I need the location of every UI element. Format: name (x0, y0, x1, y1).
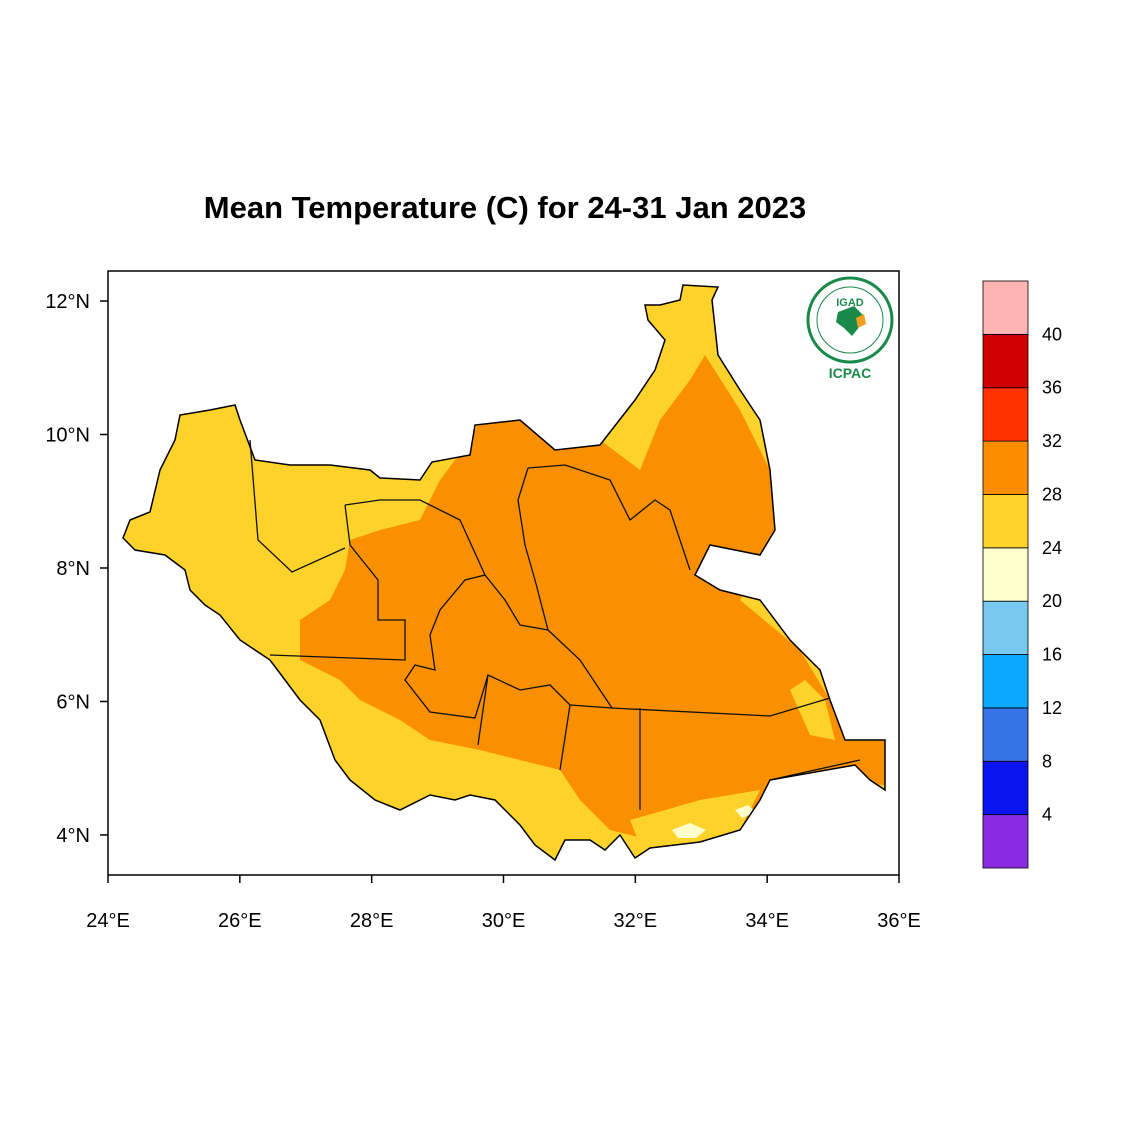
colorbar-label: 24 (1042, 538, 1062, 558)
lon-tick-label: 36°E (877, 910, 921, 932)
colorbar-segment (982, 547, 1029, 602)
colorbar-segment (982, 707, 1029, 762)
colorbar-segment (982, 600, 1029, 655)
lat-tick-label: 6°N (56, 691, 90, 713)
colorbar-label: 40 (1042, 324, 1062, 344)
mild-pocket-east (790, 680, 835, 740)
latitude-ticks: 4°N 6°N 8°N 10°N 12°N (45, 291, 108, 847)
igad-icpac-logo: IGAD ICPAC (806, 276, 894, 381)
cool-patch (672, 823, 706, 838)
lon-tick-label: 34°E (745, 910, 789, 932)
lat-tick-label: 4°N (56, 825, 90, 847)
colorbar-segment (982, 387, 1029, 442)
logo-bottom-text: ICPAC (829, 365, 872, 381)
colorbar-label: 12 (1042, 698, 1062, 718)
colorbar-segment (982, 280, 1029, 335)
lon-tick-label: 28°E (350, 910, 394, 932)
colorbar-segment (982, 654, 1029, 709)
mild-pocket-south (630, 790, 760, 845)
state-boundaries (249, 439, 861, 810)
lon-tick-label: 24°E (86, 910, 130, 932)
colorbar-label: 20 (1042, 591, 1062, 611)
colorbar-segment (982, 814, 1029, 869)
lat-tick-label: 12°N (45, 291, 90, 313)
lat-tick-label: 10°N (45, 425, 90, 447)
colorbar-label: 32 (1042, 431, 1062, 451)
colorbar-segment (982, 440, 1029, 495)
colorbar-label: 4 (1042, 805, 1052, 825)
lon-tick-label: 30°E (482, 910, 526, 932)
colorbar-segment (982, 494, 1029, 549)
colorbar-label: 8 (1042, 751, 1052, 771)
lat-tick-label: 8°N (56, 558, 90, 580)
country-border (122, 284, 886, 862)
logo-top-text: IGAD (836, 297, 864, 309)
warm-zone-north (300, 355, 885, 840)
lon-tick-label: 32°E (614, 910, 658, 932)
colorbar-segment (982, 760, 1029, 816)
colorbar-label: 36 (1042, 378, 1062, 398)
lon-tick-label: 26°E (218, 910, 262, 932)
longitude-ticks: 24°E 26°E 28°E 30°E 32°E 34°E 36°E (86, 875, 921, 932)
colorbar-segment (982, 333, 1029, 389)
colorbar: 4 8 12 16 20 24 28 32 36 40 (982, 280, 1062, 869)
map-title: Mean Temperature (C) for 24-31 Jan 2023 (203, 190, 807, 225)
colorbar-label: 16 (1042, 645, 1062, 665)
colorbar-label: 28 (1042, 484, 1062, 504)
cool-patch-2 (735, 805, 756, 818)
